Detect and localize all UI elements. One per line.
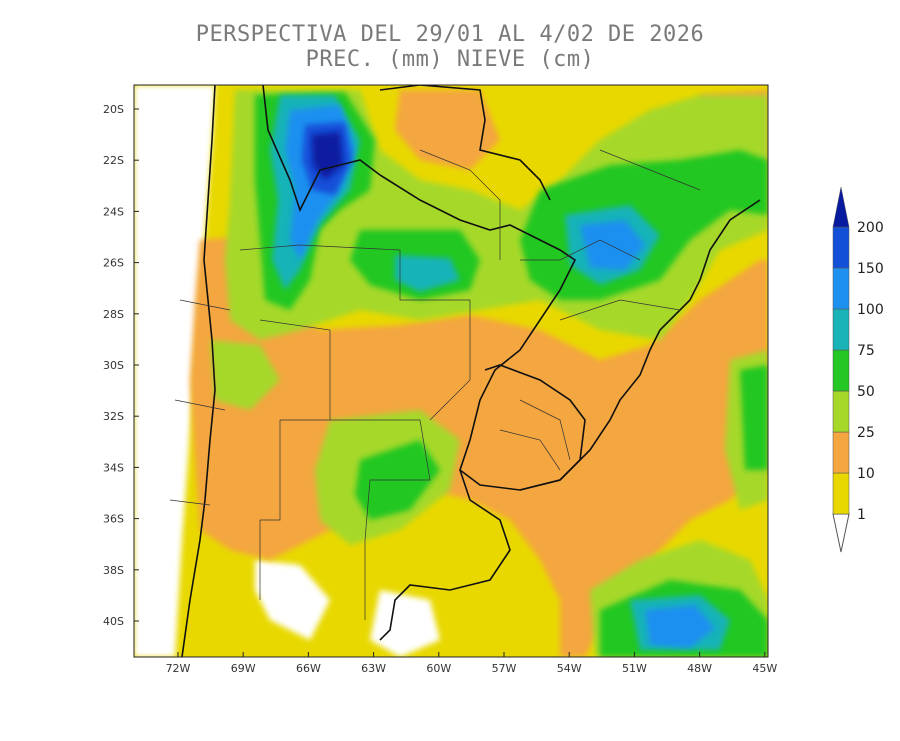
lat-tick-label: 28S <box>103 308 124 321</box>
lat-tick-label: 20S <box>103 103 124 116</box>
lon-tick-label: 69W <box>231 662 256 675</box>
lat-tick-label: 22S <box>103 154 124 167</box>
legend-level-label: 10 <box>857 466 875 482</box>
legend-color-box <box>832 308 850 351</box>
legend-color-box <box>832 226 850 269</box>
lat-tick-label: 26S <box>103 257 124 270</box>
lat-tick-label: 40S <box>103 615 124 628</box>
legend-level-label: 200 <box>857 220 884 236</box>
map-frame <box>133 84 769 658</box>
lat-tick-label: 38S <box>103 564 124 577</box>
legend-color-box <box>832 431 850 474</box>
legend-above-max-triangle <box>832 186 850 228</box>
legend-level-label: 50 <box>857 384 875 400</box>
latitude-ticks: 20S 22S 24S 26S 28S 30S 32S 34S 36S 38S 40S <box>103 103 139 628</box>
lon-tick-label: 54W <box>557 662 582 675</box>
legend-color-box <box>832 472 850 515</box>
lon-tick-label: 45W <box>752 662 777 675</box>
longitude-ticks: 72W 69W 66W 63W 60W 57W 54W 51W 48W 45W <box>166 652 777 675</box>
precip-field <box>134 85 768 657</box>
lon-tick-label: 72W <box>166 662 191 675</box>
lon-tick-label: 63W <box>361 662 386 675</box>
lat-tick-label: 34S <box>103 461 124 474</box>
legend-color-box <box>832 390 850 433</box>
lon-tick-label: 48W <box>687 662 712 675</box>
lat-tick-label: 24S <box>103 205 124 218</box>
legend-level-label: 150 <box>857 261 884 277</box>
lon-tick-label: 66W <box>296 662 321 675</box>
color-legend: 1 10 25 50 75 100 150 200 <box>832 186 884 553</box>
lon-tick-label: 51W <box>622 662 647 675</box>
legend-level-label: 1 <box>857 507 866 523</box>
map-title: PERSPECTIVA DEL 29/01 AL 4/02 DE 2026 <box>195 22 705 47</box>
legend-level-label: 25 <box>857 425 875 441</box>
legend-level-label: 100 <box>857 302 884 318</box>
legend-level-label: 75 <box>857 343 875 359</box>
lat-tick-label: 32S <box>103 410 124 423</box>
legend-color-box <box>832 267 850 310</box>
lon-tick-label: 60W <box>426 662 451 675</box>
lat-tick-label: 36S <box>103 513 124 526</box>
lon-tick-label: 57W <box>492 662 517 675</box>
legend-color-box <box>832 349 850 392</box>
lat-tick-label: 30S <box>103 359 124 372</box>
legend-below-min-triangle <box>832 513 850 553</box>
map-subtitle: PREC. (mm) NIEVE (cm) <box>305 47 595 72</box>
